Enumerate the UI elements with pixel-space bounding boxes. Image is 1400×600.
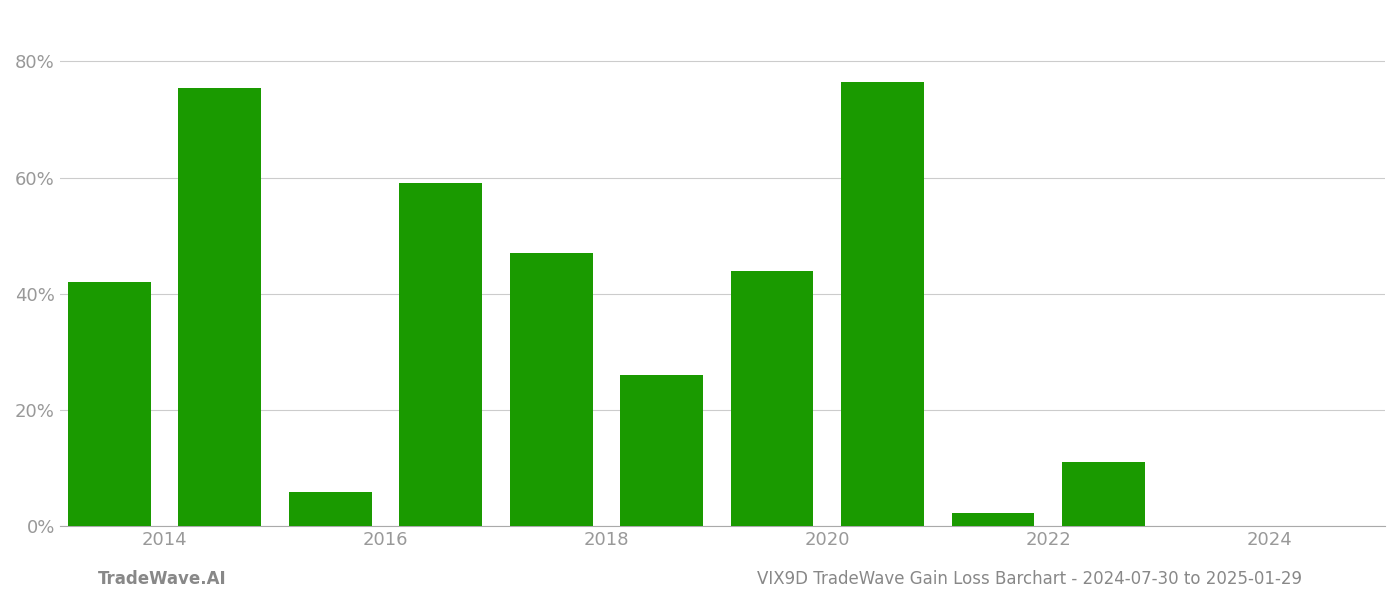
Bar [841, 82, 924, 526]
Bar [69, 282, 151, 526]
Bar [952, 514, 1035, 526]
Bar [510, 253, 592, 526]
Text: VIX9D TradeWave Gain Loss Barchart - 2024-07-30 to 2025-01-29: VIX9D TradeWave Gain Loss Barchart - 202… [757, 570, 1302, 588]
Bar [731, 271, 813, 526]
Bar [288, 493, 372, 526]
Bar [178, 88, 262, 526]
Text: TradeWave.AI: TradeWave.AI [98, 570, 227, 588]
Bar [399, 184, 482, 526]
Bar [620, 375, 703, 526]
Bar [1063, 462, 1145, 526]
